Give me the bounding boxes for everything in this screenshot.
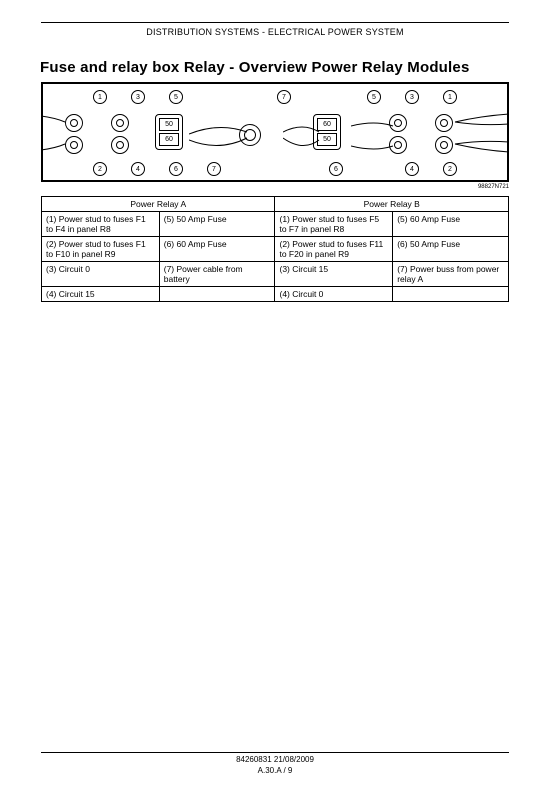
th-relay-a: Power Relay A (42, 197, 275, 212)
footer-rule (41, 752, 509, 753)
cell: (5) 50 Amp Fuse (159, 212, 275, 237)
callout-top-3: 3 (131, 90, 145, 104)
header-rule (41, 22, 509, 23)
stud-a2-bot (111, 136, 129, 154)
cell: (4) Circuit 0 (275, 287, 393, 302)
wire-left-a (41, 108, 71, 158)
cell: (1) Power stud to fuses F5 to F7 in pane… (275, 212, 393, 237)
cell: (7) Power buss from power relay A (393, 262, 509, 287)
callout-bot-2: 2 (93, 162, 107, 176)
callout-bot-4b: 4 (405, 162, 419, 176)
callout-bot-7: 7 (207, 162, 221, 176)
figure-reference: 98827N721 (41, 184, 509, 190)
cell: (4) Circuit 15 (42, 287, 160, 302)
conn-a-top: 50 (159, 118, 179, 131)
callout-top-1b: 1 (443, 90, 457, 104)
cell: (3) Circuit 0 (42, 262, 160, 287)
cell: (5) 60 Amp Fuse (393, 212, 509, 237)
footer-pageref: A.30.A / 9 (0, 766, 550, 775)
callout-top-3b: 3 (405, 90, 419, 104)
relay-diagram: 1 3 5 7 5 3 1 2 4 6 7 6 4 2 50 60 60 50 (41, 82, 509, 182)
cell: (1) Power stud to fuses F1 to F4 in pane… (42, 212, 160, 237)
footer-docref: 84260831 21/08/2009 (0, 755, 550, 764)
cell: (7) Power cable from battery (159, 262, 275, 287)
table-row: (4) Circuit 15 (4) Circuit 0 (42, 287, 509, 302)
stud-a2-top (111, 114, 129, 132)
conn-a-bot: 60 (159, 133, 179, 146)
table-row: (3) Circuit 0 (7) Power cable from batte… (42, 262, 509, 287)
cell: (2) Power stud to fuses F11 to F20 in pa… (275, 237, 393, 262)
callout-top-1: 1 (93, 90, 107, 104)
table-row: (2) Power stud to fuses F1 to F10 in pan… (42, 237, 509, 262)
header-breadcrumb: DISTRIBUTION SYSTEMS - ELECTRICAL POWER … (0, 27, 550, 37)
wire-center (189, 112, 269, 162)
wire-center-b (283, 112, 333, 162)
relay-table: Power Relay A Power Relay B (1) Power st… (41, 196, 509, 302)
cell: (3) Circuit 15 (275, 262, 393, 287)
callout-bot-4: 4 (131, 162, 145, 176)
connector-a: 50 60 (155, 114, 183, 150)
page-title: Fuse and relay box Relay - Overview Powe… (40, 59, 550, 76)
page-footer: 84260831 21/08/2009 A.30.A / 9 (0, 752, 550, 775)
cell: (6) 60 Amp Fuse (159, 237, 275, 262)
callout-bot-6: 6 (169, 162, 183, 176)
wire-right-out (451, 108, 511, 158)
callout-bot-6b: 6 (329, 162, 343, 176)
cell (393, 287, 509, 302)
wire-right-b (351, 112, 401, 162)
table-row: (1) Power stud to fuses F1 to F4 in pane… (42, 212, 509, 237)
cell: (2) Power stud to fuses F1 to F10 in pan… (42, 237, 160, 262)
cell: (6) 50 Amp Fuse (393, 237, 509, 262)
callout-top-5b: 5 (367, 90, 381, 104)
callout-top-7a: 7 (277, 90, 291, 104)
callout-top-5: 5 (169, 90, 183, 104)
th-relay-b: Power Relay B (275, 197, 509, 212)
callout-bot-2b: 2 (443, 162, 457, 176)
cell (159, 287, 275, 302)
